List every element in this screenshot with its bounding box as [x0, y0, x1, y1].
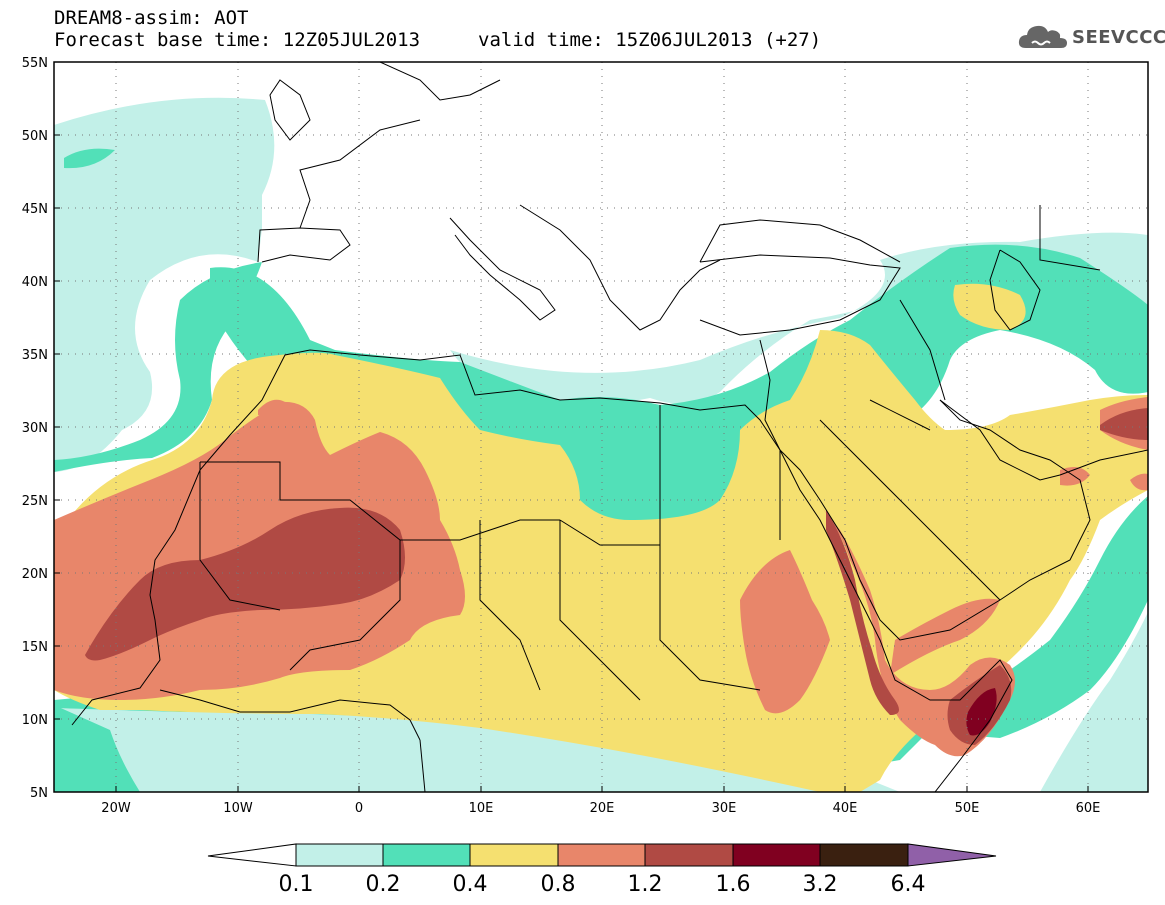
colorbar-labels: 0.1 0.2 0.4 0.8 1.2 1.6 3.2 6.4: [279, 872, 926, 897]
seevccc-logo: SEEVCCC: [1018, 22, 1165, 52]
lat-label: 20N: [22, 567, 48, 582]
colorbar-swatch: [819, 843, 909, 867]
cloud-icon: [1018, 25, 1067, 48]
aot-level-1.2: [85, 507, 405, 661]
colorbar-label: 0.4: [453, 872, 488, 897]
lat-labels: 5N 10N 15N 20N 25N 30N 35N 40N 45N 50N 5…: [22, 56, 48, 801]
lat-label: 40N: [22, 275, 48, 290]
lat-label: 55N: [22, 56, 48, 71]
lon-label: 20E: [590, 801, 615, 816]
aot-level-1.6: [966, 688, 997, 736]
lat-label: 45N: [22, 202, 48, 217]
lon-labels: 20W 10W 0 10E 20E 30E 40E 50E 60E: [101, 801, 1100, 816]
lat-label: 15N: [22, 640, 48, 655]
colorbar-label: 6.4: [891, 872, 926, 897]
lat-label: 35N: [22, 348, 48, 363]
lon-label: 50E: [955, 801, 980, 816]
lon-label: 10W: [223, 801, 253, 816]
colorbar-min-arrow: [207, 843, 297, 867]
lat-label: 25N: [22, 494, 48, 509]
colorbar-label: 0.8: [541, 872, 576, 897]
lon-label: 30E: [712, 801, 737, 816]
colorbar-max-arrow: [907, 843, 997, 867]
colorbar-label: 3.2: [803, 872, 838, 897]
lat-label: 50N: [22, 129, 48, 144]
valid-time: valid time: 15Z06JUL2013 (+27): [478, 29, 822, 51]
colorbar-label: 1.2: [628, 872, 663, 897]
map-title: DREAM8-assim: AOT: [54, 7, 249, 29]
colorbar-swatch: [469, 843, 559, 867]
lat-label: 10N: [22, 713, 48, 728]
lon-label: 60E: [1076, 801, 1101, 816]
lat-label: 5N: [30, 786, 48, 801]
axis-ticks: [54, 134, 1089, 792]
colorbar: [207, 843, 997, 867]
colorbar-label: 0.2: [366, 872, 401, 897]
aot-level-0.1: [54, 97, 275, 473]
colorbar-swatch: [732, 843, 821, 867]
colorbar-swatch: [295, 843, 384, 867]
gridlines: [54, 62, 1148, 792]
colorbar-label: 0.1: [279, 872, 314, 897]
colorbar-label: 1.6: [716, 872, 751, 897]
lon-label: 10E: [469, 801, 494, 816]
lat-label: 30N: [22, 421, 48, 436]
colorbar-swatch: [644, 843, 734, 867]
forecast-base-time: Forecast base time: 12Z05JUL2013: [54, 29, 421, 51]
aot-level-0.2: [54, 262, 262, 472]
lon-label: 20W: [101, 801, 131, 816]
lon-label: 0: [355, 801, 363, 816]
logo-text: SEEVCCC: [1072, 26, 1165, 48]
colorbar-swatch: [382, 843, 471, 867]
coastlines: [71, 62, 1148, 792]
lon-label: 40E: [833, 801, 858, 816]
colorbar-swatch: [557, 843, 646, 867]
